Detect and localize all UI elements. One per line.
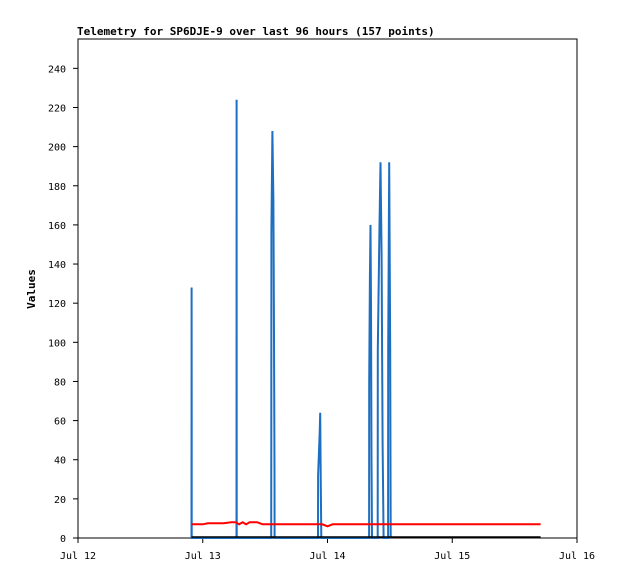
chart-title: Telemetry for SP6DJE-9 over last 96 hour… bbox=[77, 25, 435, 38]
x-tick-label: Jul 12 bbox=[60, 551, 96, 562]
series-layer bbox=[190, 99, 541, 539]
y-tick-label: 160 bbox=[48, 221, 66, 232]
x-tick-label: Jul 15 bbox=[434, 551, 470, 562]
x-tick-label: Jul 13 bbox=[185, 551, 221, 562]
y-tick-label: 140 bbox=[48, 260, 66, 271]
y-tick-label: 40 bbox=[54, 456, 66, 467]
y-tick-label: 240 bbox=[48, 64, 66, 75]
y-tick-label: 20 bbox=[54, 495, 66, 506]
y-tick-label: 100 bbox=[48, 338, 66, 349]
y-tick-label: 180 bbox=[48, 182, 66, 193]
y-axis-label: Values bbox=[25, 269, 38, 309]
y-tick-label: 200 bbox=[48, 143, 66, 154]
y-axis-ticks: 0 20 40 60 80 100 120 140 160 180 200 220 240 bbox=[48, 64, 78, 545]
y-tick-label: 0 bbox=[60, 534, 66, 545]
y-tick-label: 60 bbox=[54, 417, 66, 428]
x-tick-label: Jul 14 bbox=[309, 551, 345, 562]
series-2-line bbox=[191, 521, 541, 528]
series-1-line bbox=[190, 99, 392, 539]
x-tick-label: Jul 16 bbox=[559, 551, 595, 562]
y-tick-label: 120 bbox=[48, 299, 66, 310]
y-tick-label: 80 bbox=[54, 377, 66, 388]
y-tick-label: 220 bbox=[48, 103, 66, 114]
